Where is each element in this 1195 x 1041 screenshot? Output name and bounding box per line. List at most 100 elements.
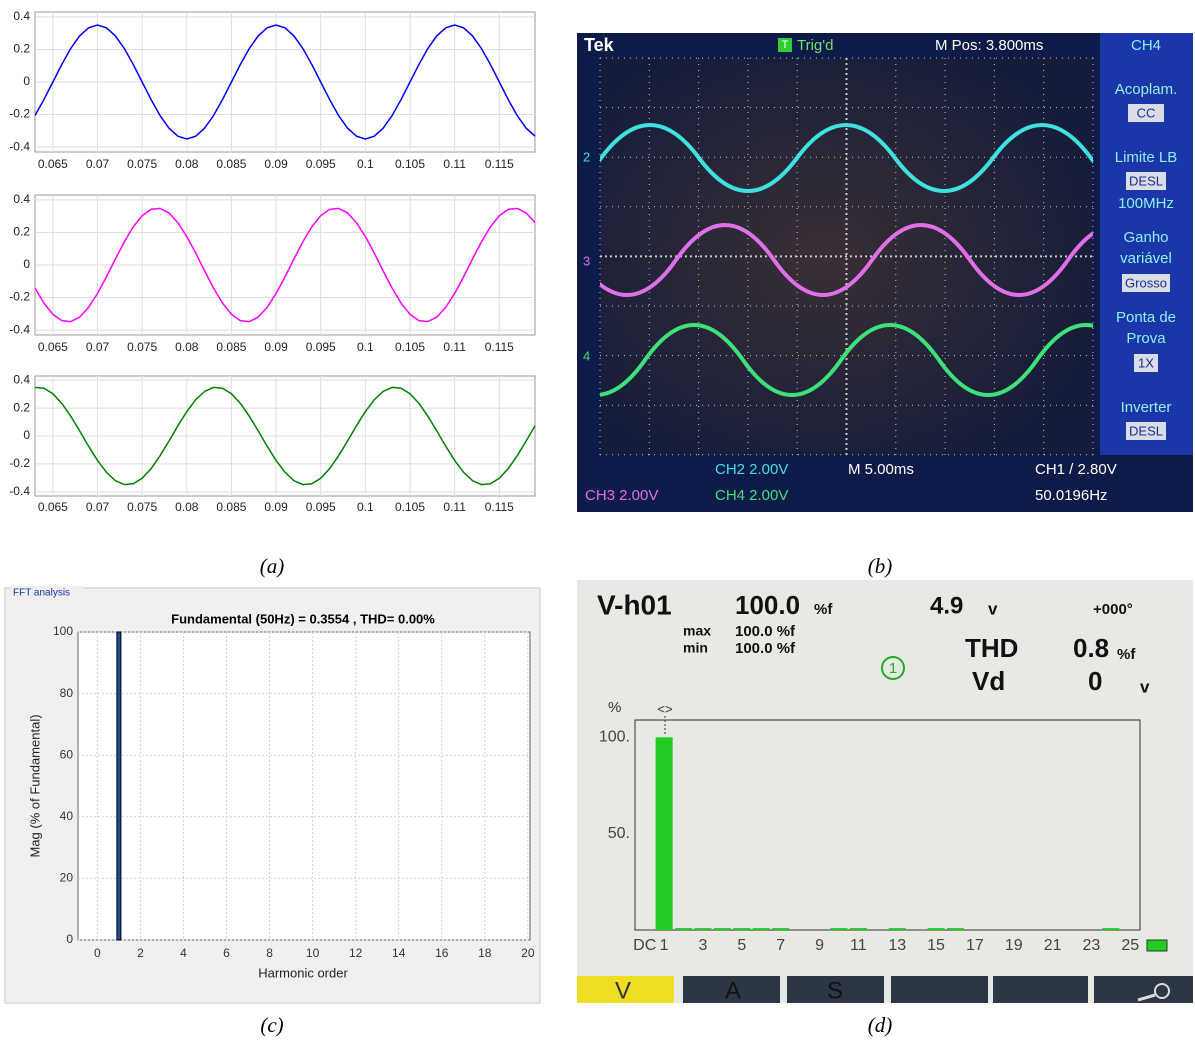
x-tick-label: 0.085 [216, 500, 246, 514]
x-tick-label: 15 [927, 937, 945, 954]
plot-area [634, 719, 1141, 931]
y-tick-label: -0.4 [9, 484, 30, 498]
tab[interactable] [993, 976, 1088, 1003]
menu-item: Inverter [1121, 399, 1172, 416]
x-tick-label: 3 [699, 937, 708, 954]
x-tick-label: 6 [223, 946, 230, 960]
x-tick-label: 0.115 [485, 500, 514, 514]
fft-panel-label-bg [10, 586, 82, 598]
tab[interactable] [577, 976, 674, 1003]
tab-label: V [615, 977, 631, 1004]
x-tick-label: 7 [776, 937, 785, 954]
meter-phase-number: 1 [889, 660, 897, 677]
x-tick-label: 0.08 [175, 157, 199, 171]
bar [752, 928, 770, 930]
menu-item: Grosso [1125, 275, 1167, 290]
x-tick-label: 4 [180, 946, 187, 960]
plot-area [77, 631, 531, 941]
x-tick-label: 16 [435, 946, 449, 960]
menu-item: variável [1120, 250, 1172, 267]
meter-phase-circle [881, 656, 905, 680]
x-tick-label: 21 [1044, 937, 1062, 954]
zoom-icon-handle [1137, 993, 1156, 1002]
channel-marker: 2 [583, 149, 590, 164]
y-tick-label: 40 [60, 809, 74, 823]
x-tick-label: 0.095 [306, 500, 336, 514]
caption: (a) [260, 554, 285, 578]
scope-traces [600, 123, 1093, 397]
scope-status: 50.0196Hz [1035, 487, 1108, 504]
menu-item: Limite LB [1115, 149, 1178, 166]
meter-vd-value: 0 [1088, 666, 1102, 696]
scope-status: CH2 2.00V [715, 461, 788, 478]
y-tick-label: 0 [23, 74, 30, 88]
x-tick-label: 20 [521, 946, 535, 960]
scope-status: M 5.00ms [848, 461, 914, 478]
x-tick-label: 0.09 [264, 500, 288, 514]
menu-item: DESL [1129, 173, 1163, 188]
x-axis-label: Harmonic order [258, 965, 348, 980]
x-tick-label: 0.105 [395, 500, 425, 514]
menu-item: 100MHz [1118, 195, 1174, 212]
x-tick-label: 0.1 [357, 340, 374, 354]
x-tick-label: 0.065 [38, 340, 68, 354]
bar [830, 928, 848, 930]
y-tick-label: 0 [66, 932, 73, 946]
x-tick-label: 0.075 [127, 500, 157, 514]
x-tick-label: 10 [306, 946, 320, 960]
bar [849, 928, 867, 930]
line-series [34, 207, 536, 323]
meter-unit: %f [1117, 646, 1136, 663]
x-tick-label: 17 [966, 937, 984, 954]
x-tick-label: 0.085 [216, 157, 246, 171]
meter-cursor: <> [657, 701, 672, 716]
x-tick-label: 0.09 [264, 340, 288, 354]
meter-thd-label: THD [965, 633, 1018, 663]
tab[interactable] [891, 976, 988, 1003]
x-tick-label: 0.11 [443, 157, 466, 171]
bar [694, 928, 712, 930]
y-tick-label: 0.2 [13, 225, 30, 239]
x-tick-label: 0.095 [306, 157, 336, 171]
meter-harmonic: V-h01 [597, 589, 672, 620]
meter-phase: +000° [1093, 601, 1133, 618]
tab[interactable] [787, 976, 884, 1003]
trace-ch3 [600, 223, 1093, 297]
bar [888, 928, 906, 930]
x-tick-label: 0.095 [306, 340, 336, 354]
tab[interactable] [683, 976, 780, 1003]
zoom-icon [1154, 983, 1170, 999]
meter-min-label: min [683, 640, 708, 656]
caption: (c) [260, 1013, 283, 1037]
channel-marker: 4 [583, 348, 590, 363]
menu-item: Prova [1126, 330, 1166, 347]
x-tick-label: 19 [1005, 937, 1023, 954]
meter-screen [577, 580, 1193, 1003]
x-tick-label: 0.08 [175, 500, 199, 514]
charts: -0.4-0.200.20.40.065 0.07 0.075 0.08 0.085 0.… [9, 9, 1141, 960]
x-tick-label: DC [633, 937, 656, 954]
x-tick-label: 13 [888, 937, 906, 954]
trace-ch2 [600, 123, 1093, 193]
x-tick-label: 0 [94, 946, 101, 960]
x-tick-label: 0.09 [264, 157, 288, 171]
battery-icon [1146, 939, 1168, 952]
y-tick-label: -0.4 [9, 139, 30, 153]
y-tick-label: 60 [60, 747, 74, 761]
line-series [34, 386, 536, 486]
x-tick-label: 0.11 [443, 500, 466, 514]
y-tick-label: 100 [53, 624, 73, 638]
menu-value-box [1134, 354, 1158, 372]
menu-item: DESL [1129, 423, 1163, 438]
bar [733, 928, 751, 930]
y-tick-label: -0.2 [9, 456, 30, 470]
meter-unit: %f [814, 601, 833, 618]
bar [946, 928, 964, 930]
scope-status: CH3 2.00V [585, 487, 658, 504]
menu-value-box [1128, 104, 1164, 122]
menu-item: Acoplam. [1115, 81, 1178, 98]
menu-item: CC [1137, 105, 1156, 120]
x-tick-label: 0.1 [357, 157, 374, 171]
x-tick-label: 0.11 [443, 340, 466, 354]
y-tick-label: 0.4 [13, 192, 30, 206]
